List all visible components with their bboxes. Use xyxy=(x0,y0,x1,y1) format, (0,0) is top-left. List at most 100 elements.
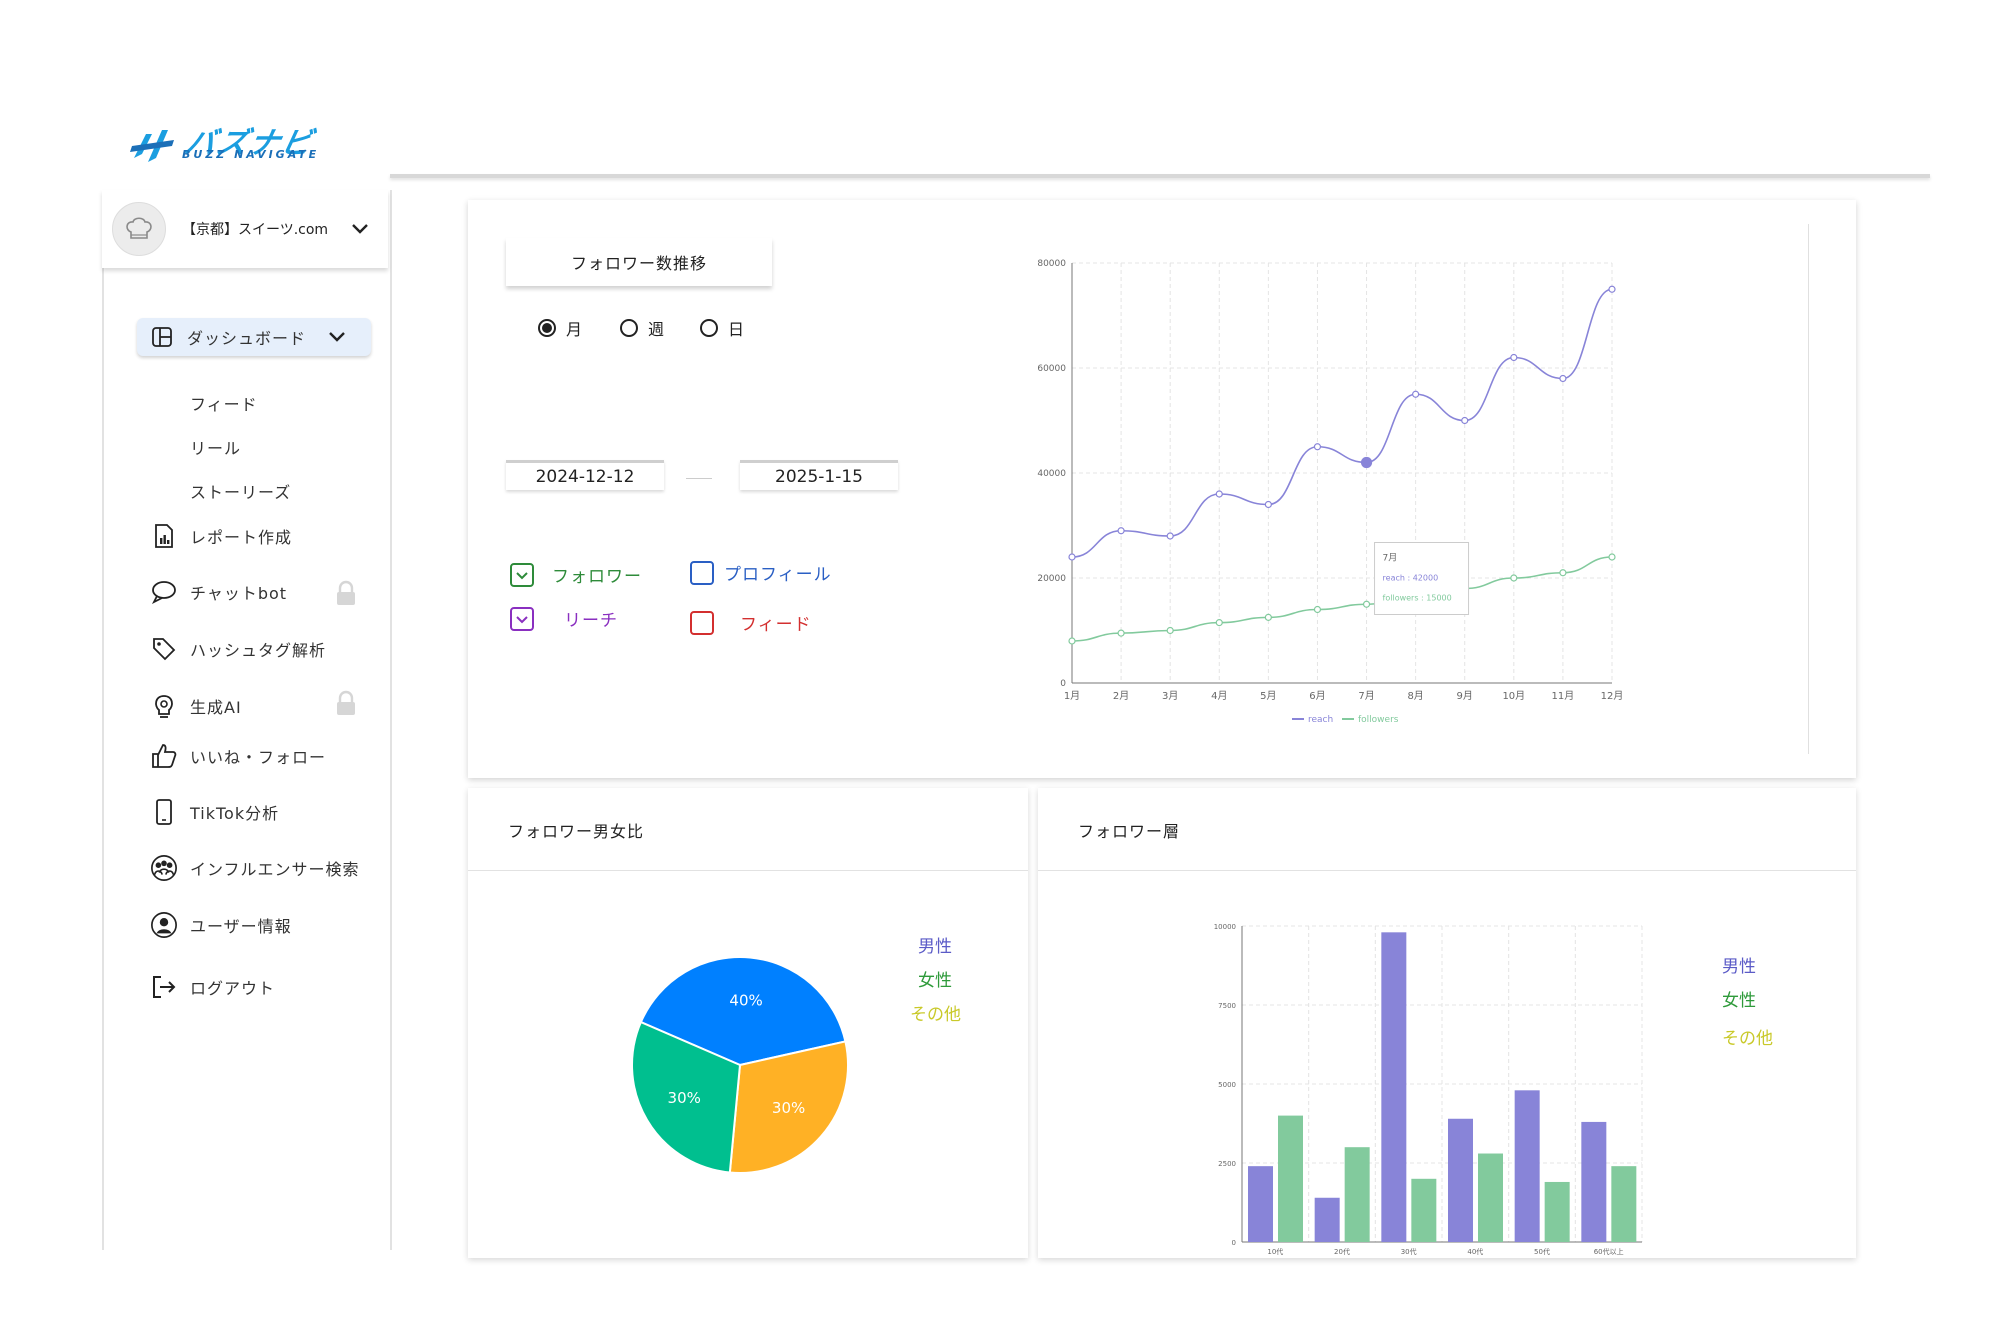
report-icon xyxy=(150,522,178,550)
checkbox-box xyxy=(510,562,534,587)
data-point xyxy=(1559,569,1567,577)
y-tick-label: 7500 xyxy=(1218,1002,1236,1010)
sidebar-subitem-reel[interactable]: リール xyxy=(190,439,242,458)
x-tick-label: 12月 xyxy=(1601,690,1624,702)
x-tick-label: 10代 xyxy=(1267,1247,1283,1256)
bar xyxy=(1314,1197,1340,1242)
data-point xyxy=(1412,390,1420,398)
data-point xyxy=(1117,629,1125,637)
sidebar-item-generative-ai[interactable]: 生成AI xyxy=(150,691,242,721)
data-point xyxy=(1215,490,1223,498)
x-tick-label: 6月 xyxy=(1309,690,1325,702)
bar xyxy=(1514,1090,1540,1242)
checkbox-box xyxy=(690,610,714,635)
sidebar-subitem-feed[interactable]: フィード xyxy=(190,395,258,414)
sidebar-item-like-follow[interactable]: いいね・フォロー xyxy=(150,741,326,771)
chef-hat-icon xyxy=(126,217,152,239)
checkbox-label: フィード xyxy=(740,615,812,635)
x-tick-label: 30代 xyxy=(1401,1247,1417,1256)
checkbox-box xyxy=(510,606,534,631)
sidebar-item-hashtag[interactable]: ハッシュタグ解析 xyxy=(150,634,326,664)
sidebar-item-influencer[interactable]: インフルエンサー検索 xyxy=(150,853,360,883)
header-bar xyxy=(390,174,1930,178)
x-tick-label: 2月 xyxy=(1113,690,1129,702)
sidebar xyxy=(102,190,392,1250)
bar xyxy=(1478,1153,1503,1242)
data-point xyxy=(1510,353,1518,362)
thumbs-up-icon xyxy=(150,742,178,770)
legend-male: 男性 xyxy=(1722,957,1756,977)
chevron-down-icon[interactable] xyxy=(326,326,348,348)
panel-title: フォロワー層 xyxy=(1078,822,1181,841)
lock-icon xyxy=(337,690,355,715)
x-tick-label: 1月 xyxy=(1064,690,1080,702)
tab-follower-trend[interactable]: フォロワー数推移 xyxy=(506,238,772,286)
logout-label: ログアウト xyxy=(190,979,276,998)
tooltip-line: followers : 15000 xyxy=(1383,594,1452,603)
chevron-down-icon[interactable] xyxy=(350,219,370,239)
bar xyxy=(1411,1178,1437,1242)
chat-bubble-icon xyxy=(150,578,178,606)
tooltip-title: 7月 xyxy=(1383,553,1398,564)
y-tick-label: 20000 xyxy=(1037,574,1066,584)
sidebar-item-label: インフルエンサー検索 xyxy=(190,860,360,879)
y-tick-label: 0 xyxy=(1232,1239,1236,1247)
pie-slice xyxy=(728,1040,849,1174)
period-radio-day[interactable]: 日 xyxy=(700,316,744,340)
data-point xyxy=(1559,374,1567,383)
sidebar-item-user-info[interactable]: ユーザー情報 xyxy=(150,910,292,940)
account-switcher[interactable]: 【京都】スイーツ.com xyxy=(102,190,388,268)
date-to-field[interactable]: 2025-1-15 xyxy=(740,460,898,490)
sidebar-item-chatbot[interactable]: チャットbot xyxy=(150,577,287,607)
y-tick-label: 5000 xyxy=(1218,1081,1236,1089)
bar xyxy=(1381,932,1407,1242)
bar xyxy=(1544,1181,1570,1242)
check-icon xyxy=(516,571,528,579)
legend-other: その他 xyxy=(910,1005,961,1025)
data-point xyxy=(1215,619,1223,627)
panel-divider xyxy=(1038,870,1856,871)
data-point xyxy=(1264,613,1272,621)
y-tick-label: 0 xyxy=(1060,679,1066,689)
metric-checkbox-follower[interactable]: フォロワー xyxy=(510,562,642,587)
panel-title: フォロワー男女比 xyxy=(508,822,645,841)
sidebar-subitem-stories[interactable]: ストーリーズ xyxy=(190,483,292,502)
pie-slice xyxy=(639,956,847,1067)
tag-icon xyxy=(150,635,178,663)
data-point xyxy=(1117,527,1125,535)
phone-icon xyxy=(150,798,178,826)
check-icon xyxy=(516,615,528,623)
metric-checkbox-profile[interactable]: プロフィール xyxy=(690,560,832,585)
y-tick-label: 40000 xyxy=(1037,469,1066,479)
tooltip-line: reach : 42000 xyxy=(1383,574,1439,583)
sidebar-item-tiktok[interactable]: TikTok分析 xyxy=(150,797,279,827)
period-radio-month[interactable]: 月 xyxy=(538,316,582,340)
date-range-separator xyxy=(686,478,712,479)
radio-label: 月 xyxy=(566,320,583,339)
sidebar-item-label: いいね・フォロー xyxy=(190,748,327,767)
period-radio-week[interactable]: 週 xyxy=(620,316,664,340)
metric-checkbox-feed[interactable]: フィード xyxy=(690,610,812,635)
metric-checkbox-reach[interactable]: リーチ xyxy=(510,606,618,631)
x-tick-label: 3月 xyxy=(1162,690,1178,702)
sidebar-item-dashboard[interactable]: ダッシュボード xyxy=(137,318,371,356)
legend-female: 女性 xyxy=(918,971,952,991)
radio-label: 日 xyxy=(728,320,745,339)
data-point xyxy=(1166,626,1174,635)
data-point xyxy=(1362,600,1371,608)
date-from-field[interactable]: 2024-12-12 xyxy=(506,460,664,490)
x-tick-label: 20代 xyxy=(1334,1247,1350,1256)
data-point xyxy=(1313,443,1322,451)
y-tick-label: 2500 xyxy=(1218,1160,1236,1168)
app-logo[interactable]: バズナビ BUZZ NAVIGATE xyxy=(130,118,345,168)
checkbox-label: プロフィール xyxy=(724,565,832,585)
data-point xyxy=(1360,456,1373,469)
sidebar-item-label: ハッシュタグ解析 xyxy=(190,641,327,660)
legend-other: その他 xyxy=(1722,1029,1773,1049)
x-tick-label: 5月 xyxy=(1260,690,1276,702)
checkbox-box xyxy=(690,560,714,585)
sidebar-item-report[interactable]: レポート作成 xyxy=(150,521,292,551)
data-point xyxy=(1608,285,1616,293)
logout-button[interactable]: ログアウト xyxy=(150,972,275,1002)
bar xyxy=(1248,1166,1273,1242)
